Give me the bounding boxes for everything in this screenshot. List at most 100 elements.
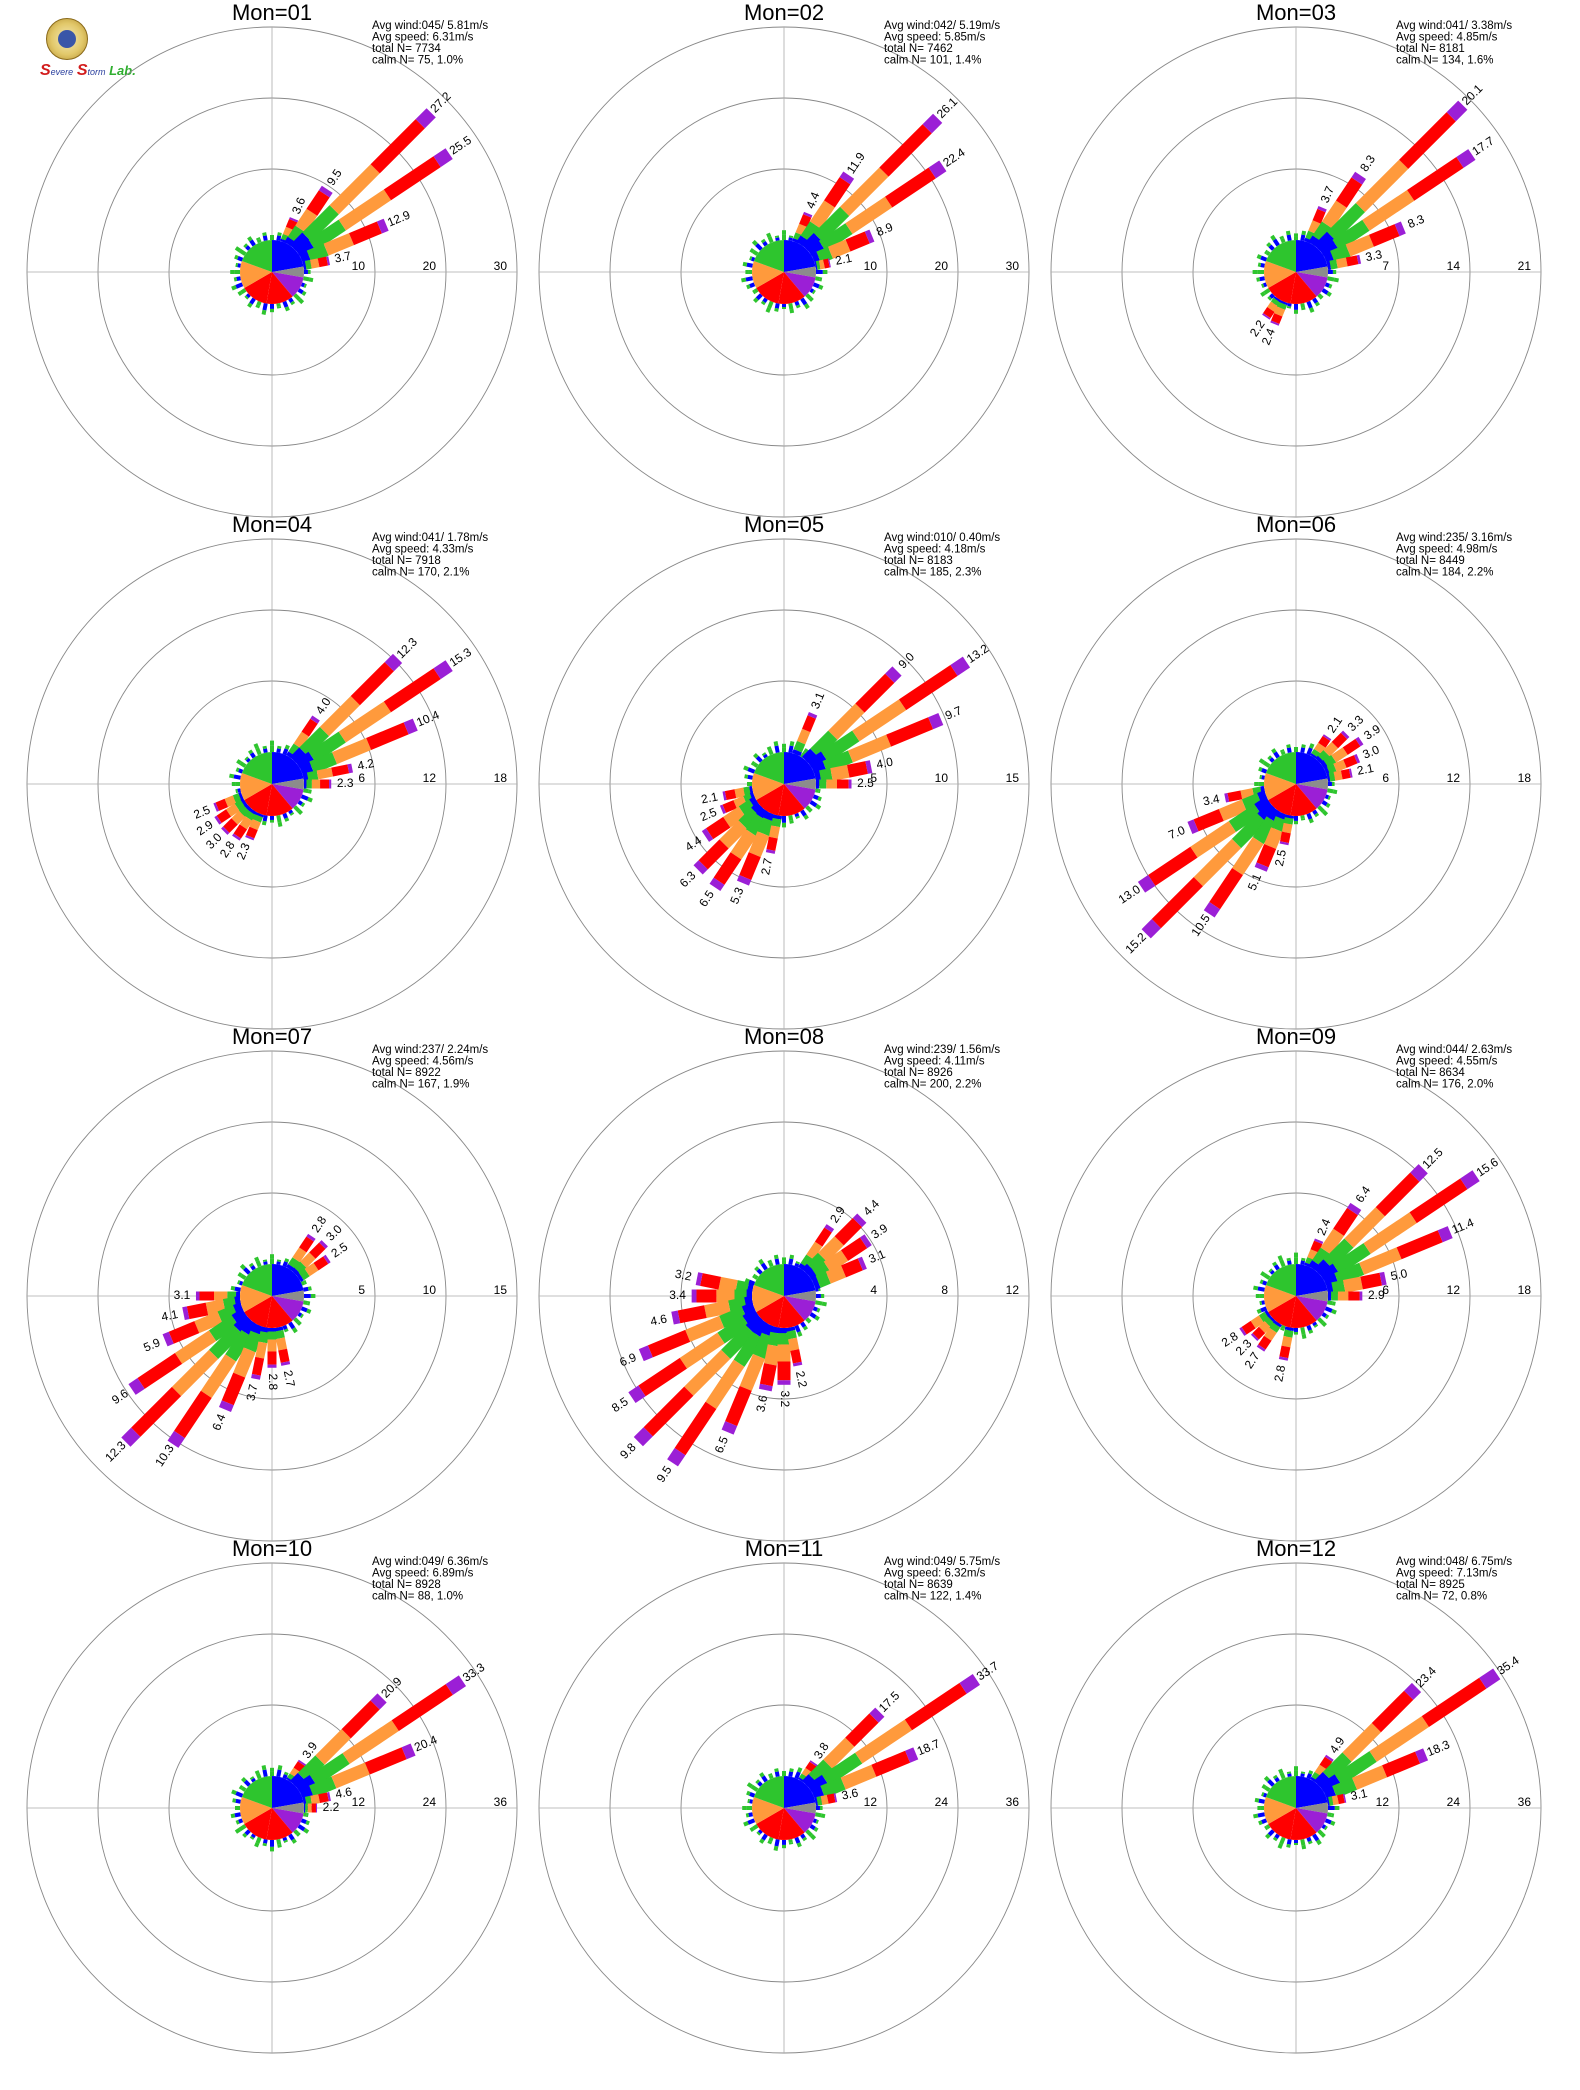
petal-segment — [811, 761, 828, 778]
direction-bar — [758, 1258, 765, 1265]
direction-bar — [1271, 748, 1277, 754]
direction-bar — [742, 261, 748, 267]
direction-bar — [814, 1287, 819, 1292]
petal-segment — [1317, 750, 1330, 763]
petal-segment — [1334, 1262, 1365, 1286]
petal-segment — [290, 747, 309, 766]
ring-label: 12 — [1447, 771, 1461, 785]
direction-bar — [237, 290, 243, 296]
petal-label: 2.3 — [234, 841, 253, 862]
petal-segment — [299, 250, 312, 266]
petal-segment — [1369, 1716, 1429, 1762]
petal-segment — [258, 1331, 270, 1344]
calm-pie-slice — [752, 773, 784, 800]
direction-bar — [766, 746, 772, 751]
petal-segment — [818, 1236, 844, 1262]
direction-bar — [1301, 1257, 1306, 1262]
direction-bar — [305, 1820, 310, 1826]
direction-bar — [263, 748, 268, 754]
ring-label: 12 — [1376, 1795, 1390, 1809]
calm-pie-slice — [1268, 1296, 1296, 1328]
calm-pie-slice — [1290, 1296, 1317, 1328]
direction-bar — [752, 1824, 759, 1831]
ring-label: 12 — [1447, 1283, 1461, 1297]
petal-segment — [886, 717, 934, 747]
petal-segment — [1355, 736, 1364, 747]
direction-bar — [1278, 1768, 1284, 1774]
petal-segment — [723, 806, 746, 828]
petal-segment — [1304, 237, 1314, 245]
petal-segment — [822, 750, 853, 774]
petal-label: 3.0 — [1361, 742, 1382, 761]
calm-pie-slice — [1265, 752, 1296, 784]
windrose-panel: 6 12 184.012.3 15.310.44.22.32.52.93.02.82.… — [26, 512, 518, 1030]
petal-label: 18.7 — [915, 1736, 942, 1758]
petal-segment — [1479, 1668, 1501, 1689]
petal-segment — [208, 1325, 243, 1360]
direction-bar — [282, 300, 289, 308]
direction-bar — [1261, 1791, 1265, 1797]
petal-segment — [294, 1774, 317, 1796]
petal-segment — [806, 240, 827, 260]
direction-bar — [794, 300, 800, 306]
petal-segment — [1307, 1249, 1319, 1261]
petal-segment — [766, 836, 778, 851]
petal-segment — [733, 1331, 764, 1367]
direction-bar — [282, 1836, 288, 1842]
direction-bar — [768, 749, 774, 756]
direction-bar — [761, 1775, 768, 1783]
direction-bar — [1312, 1321, 1318, 1327]
direction-bar — [1322, 810, 1329, 817]
petal-segment — [1336, 257, 1348, 269]
petal-segment — [286, 1263, 296, 1272]
panel-title: Mon=12 — [1256, 1536, 1336, 1561]
direction-bar — [1279, 1772, 1286, 1780]
direction-bar — [768, 1262, 774, 1268]
windrose-panel: 4 8 12 2.9 4.43.9 3.1 3.2 3.44.6 6.9 8.5 9.8 9.5 6.5… — [538, 1024, 1030, 1542]
petal-segment — [1312, 208, 1326, 224]
petal-label: 3.9 — [869, 1221, 891, 1242]
petal-segment — [830, 764, 850, 781]
petal-segment — [1224, 793, 1230, 803]
petal-segment — [323, 233, 354, 256]
direction-bar — [1300, 302, 1305, 308]
direction-bar — [1274, 1833, 1280, 1840]
direction-bar — [774, 1838, 780, 1847]
petal-segment — [785, 1326, 796, 1332]
ring-label: 4 — [870, 1283, 877, 1297]
direction-bar — [807, 1319, 812, 1324]
petal-segment — [366, 722, 409, 750]
direction-bar — [1277, 1255, 1283, 1261]
direction-bar — [761, 1833, 768, 1841]
petal-label: 2.9 — [1368, 1288, 1385, 1302]
petal-segment — [799, 214, 812, 228]
direction-bar — [814, 1315, 820, 1321]
direction-bar — [1327, 795, 1331, 801]
direction-bar — [756, 1831, 761, 1836]
direction-bar — [1262, 760, 1271, 768]
ring-label: 24 — [1447, 1795, 1461, 1809]
petal-segment — [693, 860, 708, 875]
petal-segment — [1283, 1329, 1294, 1338]
petal-segment — [214, 815, 222, 825]
direction-bar — [1264, 249, 1269, 255]
petal-segment — [319, 696, 360, 737]
direction-bar — [794, 812, 800, 818]
direction-bar — [1312, 1833, 1320, 1842]
petal-segment — [764, 1344, 781, 1366]
calm-pie-slice — [272, 266, 304, 278]
direction-bar — [244, 1829, 251, 1836]
petal-segment — [302, 205, 339, 242]
ring-label: 10 — [864, 259, 878, 273]
petal-segment — [772, 814, 783, 820]
petal-segment — [218, 1400, 234, 1413]
calm-pie-slice — [241, 1264, 272, 1296]
petal-segment — [1382, 1751, 1421, 1778]
stat-calm-n: calm N= 72, 0.8% — [1396, 1591, 1487, 1603]
petal-segment — [638, 1357, 687, 1397]
petal-segment — [758, 1383, 773, 1392]
petal-segment — [250, 1323, 266, 1336]
direction-bar — [296, 1320, 302, 1326]
petal-segment — [245, 834, 255, 841]
direction-bar — [1312, 809, 1318, 816]
